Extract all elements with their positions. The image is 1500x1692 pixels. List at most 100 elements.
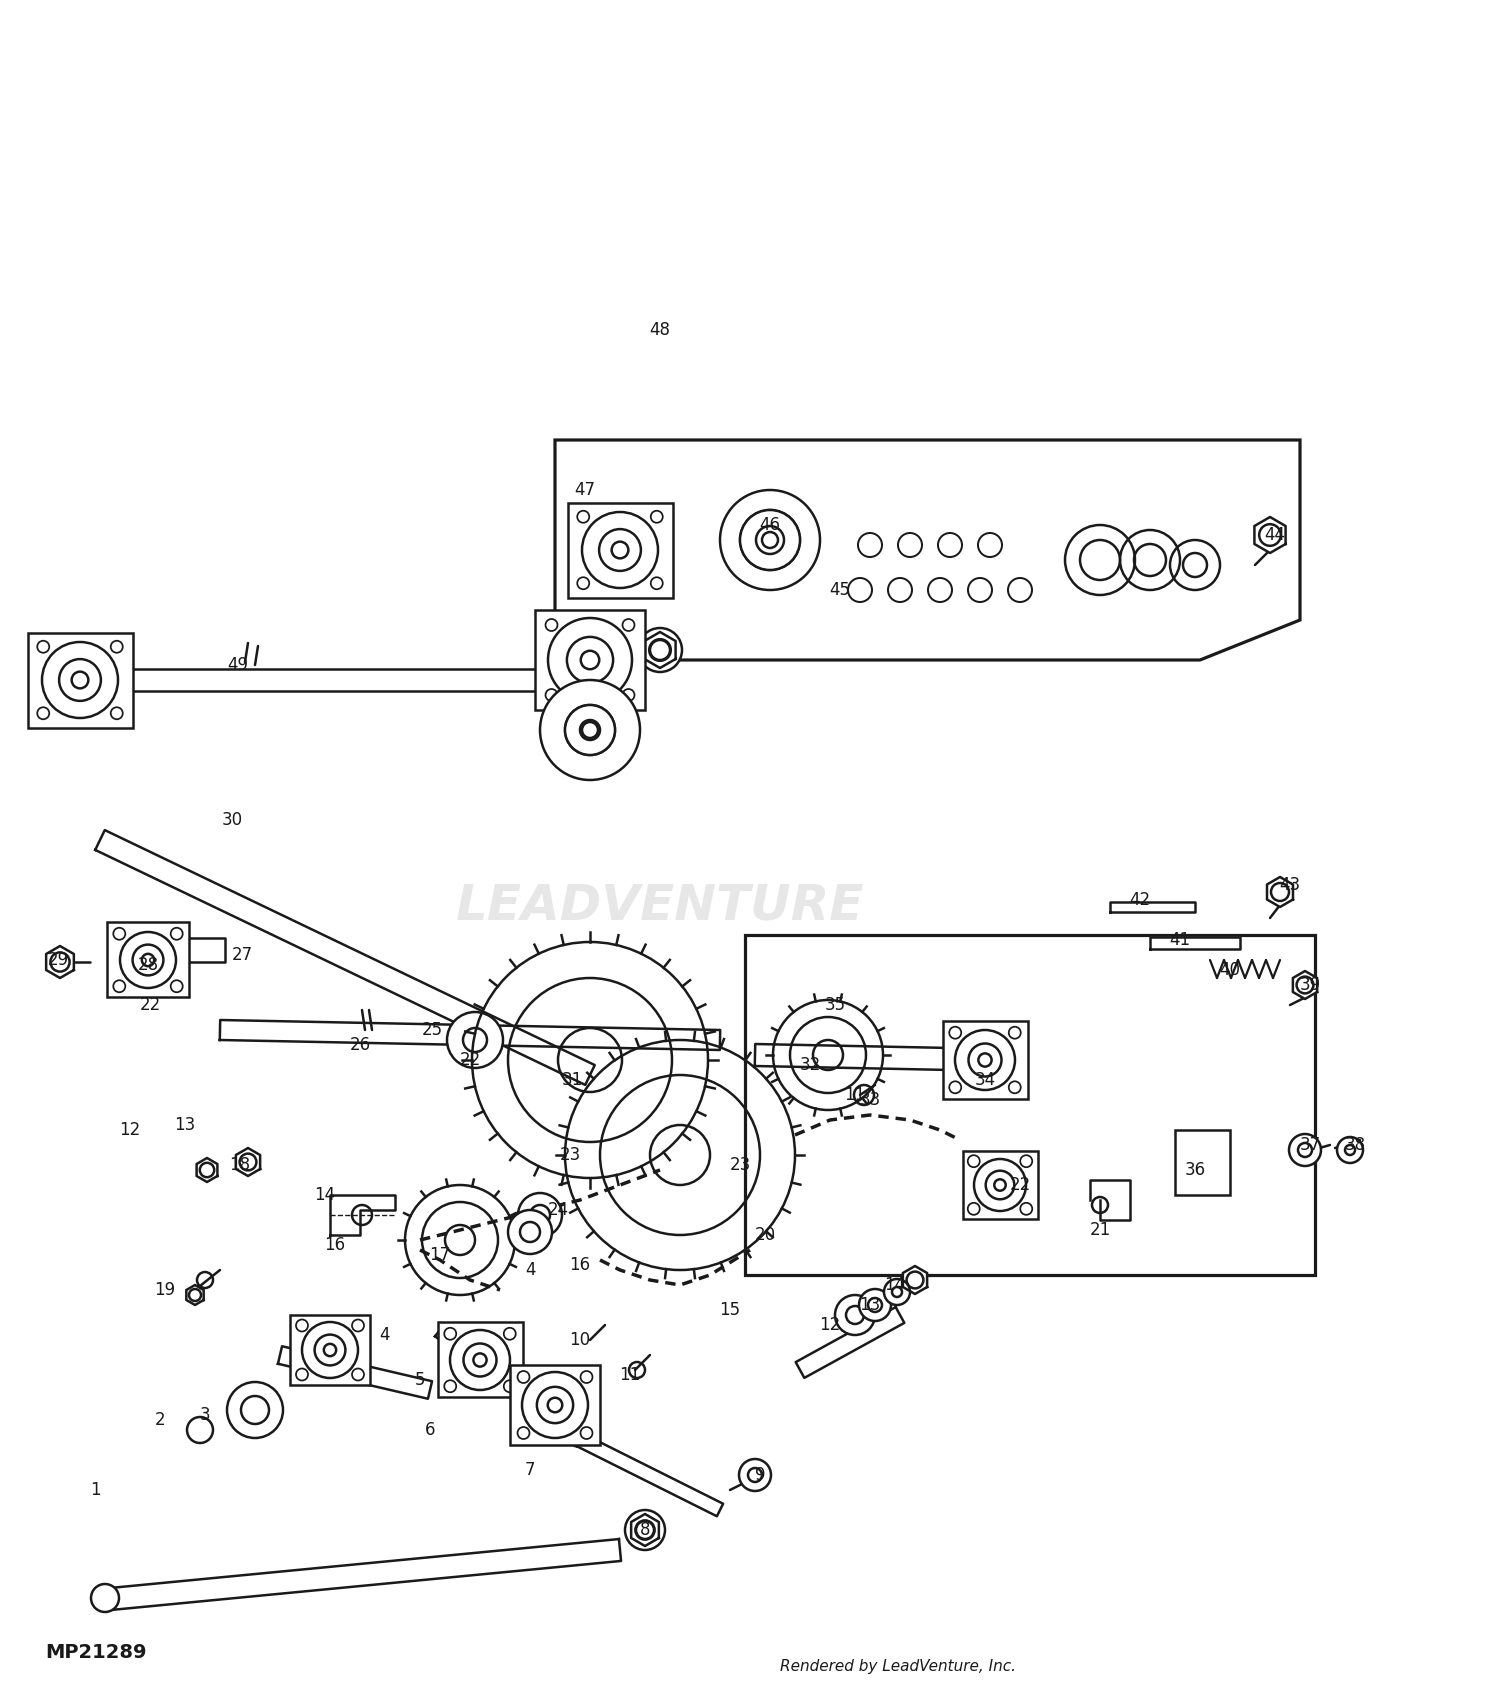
- Text: 12: 12: [819, 1316, 840, 1333]
- Bar: [27, 633, 132, 728]
- Polygon shape: [148, 937, 225, 963]
- Polygon shape: [196, 1157, 217, 1183]
- Text: 12: 12: [120, 1122, 141, 1139]
- Bar: [746, 936, 1316, 1276]
- Text: 31: 31: [561, 1071, 582, 1090]
- Text: 22: 22: [459, 1051, 480, 1069]
- Circle shape: [1288, 1134, 1322, 1166]
- Text: 17: 17: [429, 1245, 450, 1264]
- Text: 9: 9: [754, 1465, 765, 1484]
- Polygon shape: [754, 1044, 1000, 1071]
- Text: 6: 6: [424, 1421, 435, 1438]
- Text: 2: 2: [154, 1411, 165, 1430]
- Polygon shape: [1150, 937, 1240, 949]
- Polygon shape: [236, 1147, 260, 1176]
- Text: 23: 23: [560, 1145, 580, 1164]
- Text: 24: 24: [548, 1201, 568, 1218]
- Text: 41: 41: [1170, 931, 1191, 949]
- Circle shape: [522, 1372, 588, 1438]
- Polygon shape: [555, 440, 1300, 660]
- Text: MP21289: MP21289: [45, 1643, 147, 1662]
- Polygon shape: [186, 1284, 204, 1305]
- Bar: [510, 1365, 600, 1445]
- Text: 30: 30: [222, 810, 243, 829]
- Polygon shape: [578, 1433, 723, 1516]
- Polygon shape: [1293, 971, 1317, 998]
- Text: 33: 33: [859, 1091, 880, 1108]
- Circle shape: [626, 1509, 664, 1550]
- Text: 3: 3: [200, 1406, 210, 1425]
- Circle shape: [1336, 1137, 1364, 1162]
- Circle shape: [836, 1294, 874, 1335]
- Text: 47: 47: [574, 481, 596, 499]
- Text: 11: 11: [620, 1365, 640, 1384]
- Circle shape: [226, 1382, 284, 1438]
- Text: 45: 45: [830, 580, 850, 599]
- Circle shape: [540, 680, 640, 780]
- Polygon shape: [795, 1308, 904, 1377]
- Text: 39: 39: [1299, 976, 1320, 993]
- Text: 10: 10: [570, 1332, 591, 1349]
- Text: 5: 5: [414, 1371, 426, 1389]
- Text: 4: 4: [380, 1327, 390, 1343]
- Text: 36: 36: [1185, 1161, 1206, 1179]
- Text: 38: 38: [1344, 1135, 1365, 1154]
- Bar: [567, 503, 672, 597]
- Polygon shape: [46, 946, 74, 978]
- Circle shape: [740, 509, 800, 570]
- Bar: [438, 1323, 522, 1398]
- Circle shape: [884, 1279, 910, 1305]
- Text: 14: 14: [885, 1276, 906, 1294]
- Text: 7: 7: [525, 1460, 536, 1479]
- Text: 16: 16: [324, 1235, 345, 1254]
- Circle shape: [42, 641, 118, 717]
- Circle shape: [566, 706, 615, 755]
- Circle shape: [120, 932, 176, 988]
- Text: 35: 35: [825, 997, 846, 1014]
- Circle shape: [582, 513, 658, 589]
- Text: 26: 26: [350, 1036, 370, 1054]
- Circle shape: [302, 1321, 358, 1377]
- Text: 40: 40: [1220, 961, 1240, 980]
- Text: 29: 29: [48, 951, 69, 970]
- Text: 11: 11: [844, 1086, 865, 1103]
- Text: 1: 1: [90, 1480, 101, 1499]
- Bar: [536, 611, 645, 711]
- Text: 18: 18: [230, 1156, 251, 1174]
- Text: 19: 19: [154, 1281, 176, 1299]
- Text: 20: 20: [754, 1227, 776, 1244]
- Text: 49: 49: [228, 656, 249, 673]
- Polygon shape: [130, 668, 590, 690]
- Text: 43: 43: [1280, 876, 1300, 893]
- Text: 46: 46: [759, 516, 780, 535]
- Text: 16: 16: [570, 1255, 591, 1274]
- Polygon shape: [220, 1020, 720, 1051]
- Circle shape: [720, 491, 821, 591]
- Text: 23: 23: [729, 1156, 750, 1174]
- Bar: [942, 1020, 1028, 1100]
- Text: 22: 22: [1010, 1176, 1031, 1195]
- Text: 44: 44: [1264, 526, 1286, 545]
- Polygon shape: [1268, 876, 1293, 907]
- Text: 37: 37: [1299, 1135, 1320, 1154]
- Circle shape: [974, 1159, 1026, 1211]
- Circle shape: [638, 628, 682, 672]
- Polygon shape: [1110, 902, 1196, 912]
- Polygon shape: [632, 1514, 658, 1546]
- Polygon shape: [94, 831, 596, 1085]
- Text: 34: 34: [975, 1071, 996, 1090]
- Circle shape: [740, 1459, 771, 1491]
- Circle shape: [518, 1193, 562, 1237]
- Text: Rendered by LeadVenture, Inc.: Rendered by LeadVenture, Inc.: [780, 1658, 1016, 1673]
- Polygon shape: [1254, 518, 1286, 553]
- Text: 14: 14: [315, 1186, 336, 1205]
- Text: 15: 15: [720, 1301, 741, 1320]
- Polygon shape: [99, 1540, 621, 1611]
- Text: 27: 27: [231, 946, 252, 964]
- Circle shape: [956, 1030, 1016, 1090]
- Text: 13: 13: [174, 1117, 195, 1134]
- Polygon shape: [435, 1323, 585, 1447]
- Text: 13: 13: [859, 1296, 880, 1315]
- Bar: [106, 922, 189, 998]
- Circle shape: [188, 1416, 213, 1443]
